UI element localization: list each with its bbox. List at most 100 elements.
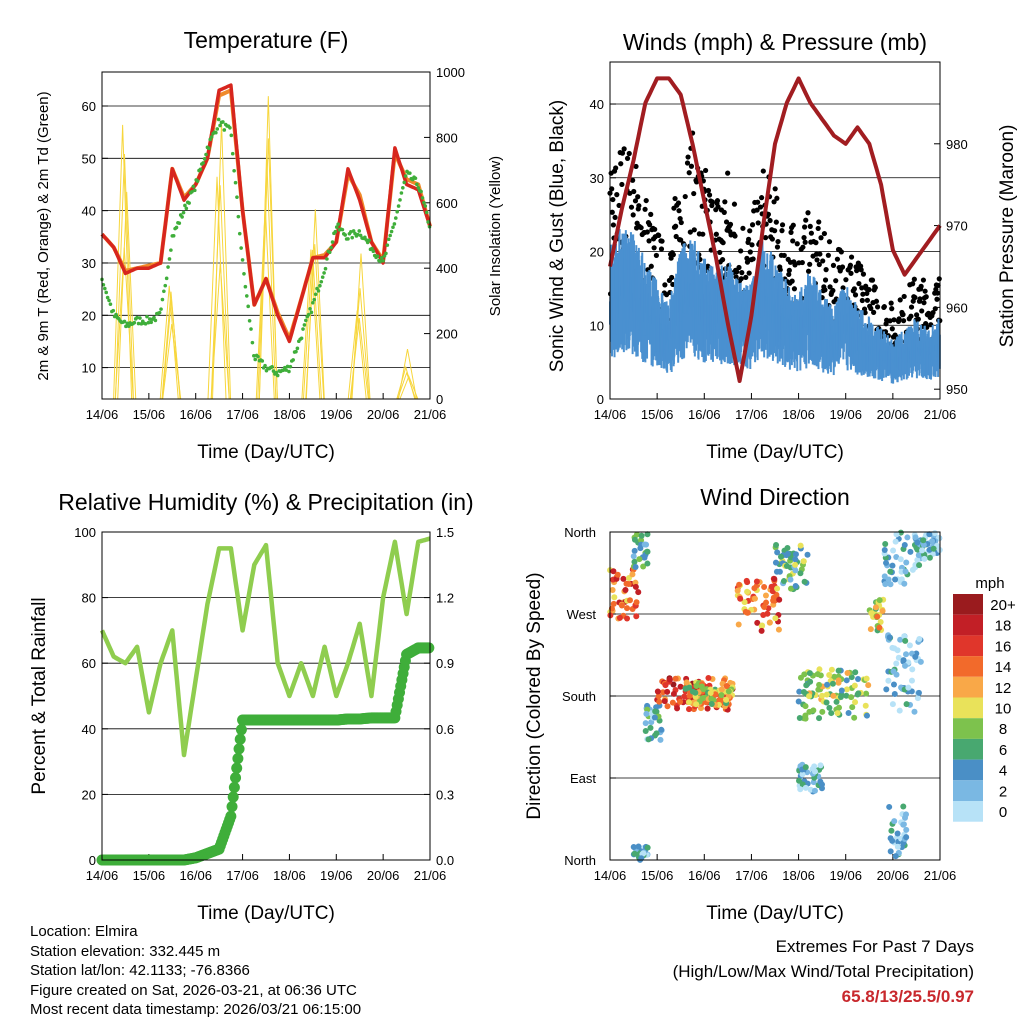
- wind-direction-point: [897, 556, 904, 563]
- dewpoint-point: [413, 176, 418, 181]
- wind-direction-point: [725, 688, 732, 695]
- wind-direction-point: [919, 547, 926, 554]
- gust-point: [610, 222, 616, 228]
- gust-point: [862, 310, 868, 316]
- wind-direction-point: [762, 592, 769, 599]
- dewpoint-point: [107, 298, 111, 303]
- legend-swatch: [953, 656, 983, 677]
- gust-point: [869, 277, 876, 283]
- wind-direction-point: [909, 566, 916, 573]
- dewpoint-point: [392, 222, 397, 226]
- dewpoint-point: [343, 233, 347, 237]
- wind-direction-point: [610, 600, 617, 607]
- x-axis-label: Time (Day/UTC): [706, 903, 844, 924]
- chart-title: Wind Direction: [700, 484, 850, 510]
- gust-point: [767, 217, 773, 224]
- wind-direction-point: [787, 585, 794, 592]
- wind-direction-point: [891, 691, 898, 698]
- wind-direction-point: [823, 691, 830, 698]
- wind-direction-point: [835, 667, 842, 674]
- wind-direction-point: [635, 843, 642, 850]
- gust-point: [860, 271, 867, 277]
- gust-point: [901, 318, 907, 324]
- x-axis-label: Time (Day/UTC): [706, 442, 844, 463]
- wind-direction-point: [811, 768, 818, 775]
- wind-direction-point: [735, 621, 742, 628]
- x-axis-label: Time (Day/UTC): [197, 442, 335, 463]
- legend-title: mph: [975, 575, 1004, 592]
- wind-direction-point: [775, 626, 782, 633]
- gust-point: [915, 316, 921, 322]
- gust-point: [820, 258, 826, 264]
- wind-direction-point: [867, 626, 874, 633]
- wind-direction-point: [885, 677, 892, 684]
- gust-point: [691, 227, 697, 233]
- wind-direction-point: [776, 568, 783, 575]
- chart-title: Winds (mph) & Pressure (mb): [623, 29, 927, 55]
- wind-direction-point: [894, 830, 901, 837]
- x-tick-label: 16/06: [688, 407, 721, 422]
- wind-direction-point: [642, 720, 649, 727]
- wind-direction-point: [769, 588, 776, 595]
- gust-point: [830, 262, 837, 268]
- y-axis-label: Percent & Total Rainfall: [29, 597, 50, 794]
- gust-point: [920, 277, 927, 283]
- dewpoint-point: [247, 318, 252, 323]
- wind-direction-point: [754, 619, 761, 626]
- x-tick-label: 20/06: [877, 407, 910, 422]
- wind-direction-point: [640, 850, 647, 857]
- wind-direction-point: [666, 676, 673, 683]
- legend-swatch: [953, 676, 983, 698]
- dewpoint-point: [299, 336, 304, 341]
- y2-tick-label: 980: [946, 137, 968, 152]
- wind-direction-point: [838, 687, 845, 694]
- gust-point: [700, 231, 706, 237]
- wind-direction-point: [802, 703, 809, 710]
- gust-point: [653, 252, 659, 259]
- gust-point: [891, 317, 897, 323]
- gust-point: [802, 239, 808, 245]
- gust-point: [922, 288, 928, 294]
- gust-point: [923, 294, 929, 300]
- dewpoint-point: [386, 237, 391, 242]
- wind-direction-point: [893, 553, 900, 560]
- wind-direction-point: [723, 682, 730, 689]
- gust-point: [678, 219, 684, 226]
- gust-point: [677, 215, 683, 222]
- location: Location: Elmira: [30, 923, 138, 940]
- dewpoint-point: [122, 319, 127, 324]
- precipitation-point: [228, 781, 240, 793]
- gust-point: [772, 186, 778, 192]
- gust-point: [800, 244, 806, 250]
- y2-tick-label: 0.6: [436, 722, 454, 737]
- lat-lon: Station lat/lon: 42.1133; -76.8366: [30, 962, 250, 979]
- gust-point: [900, 311, 906, 318]
- x-tick-label: 16/06: [688, 868, 721, 883]
- wind-direction-point: [644, 844, 651, 851]
- wind-direction-point: [776, 596, 783, 603]
- wind-direction-point: [851, 714, 858, 721]
- wind-direction-point: [771, 576, 778, 583]
- dewpoint-point: [367, 238, 371, 243]
- dewpoint-point: [124, 324, 128, 329]
- gust-point: [936, 276, 942, 282]
- dewpoint-point: [177, 221, 182, 225]
- wind-direction-point: [824, 681, 831, 688]
- wind-direction-point: [800, 689, 807, 696]
- gust-point: [935, 282, 941, 289]
- y-tick-label: 0: [89, 853, 96, 868]
- wind-direction-point: [907, 548, 914, 555]
- wind-direction-point: [902, 662, 909, 669]
- gust-point: [775, 238, 781, 245]
- gust-point: [823, 267, 829, 273]
- dewpoint-point: [389, 229, 394, 234]
- wind-direction-point: [892, 538, 899, 545]
- wind-direction-point: [926, 531, 933, 538]
- wind-direction-point: [670, 690, 677, 697]
- y-tick-label: North: [564, 853, 596, 868]
- dewpoint-point: [215, 127, 220, 131]
- wind-direction-point: [851, 682, 858, 689]
- gust-point: [802, 224, 808, 230]
- dewpoint-point: [322, 271, 326, 275]
- gust-point: [873, 298, 880, 304]
